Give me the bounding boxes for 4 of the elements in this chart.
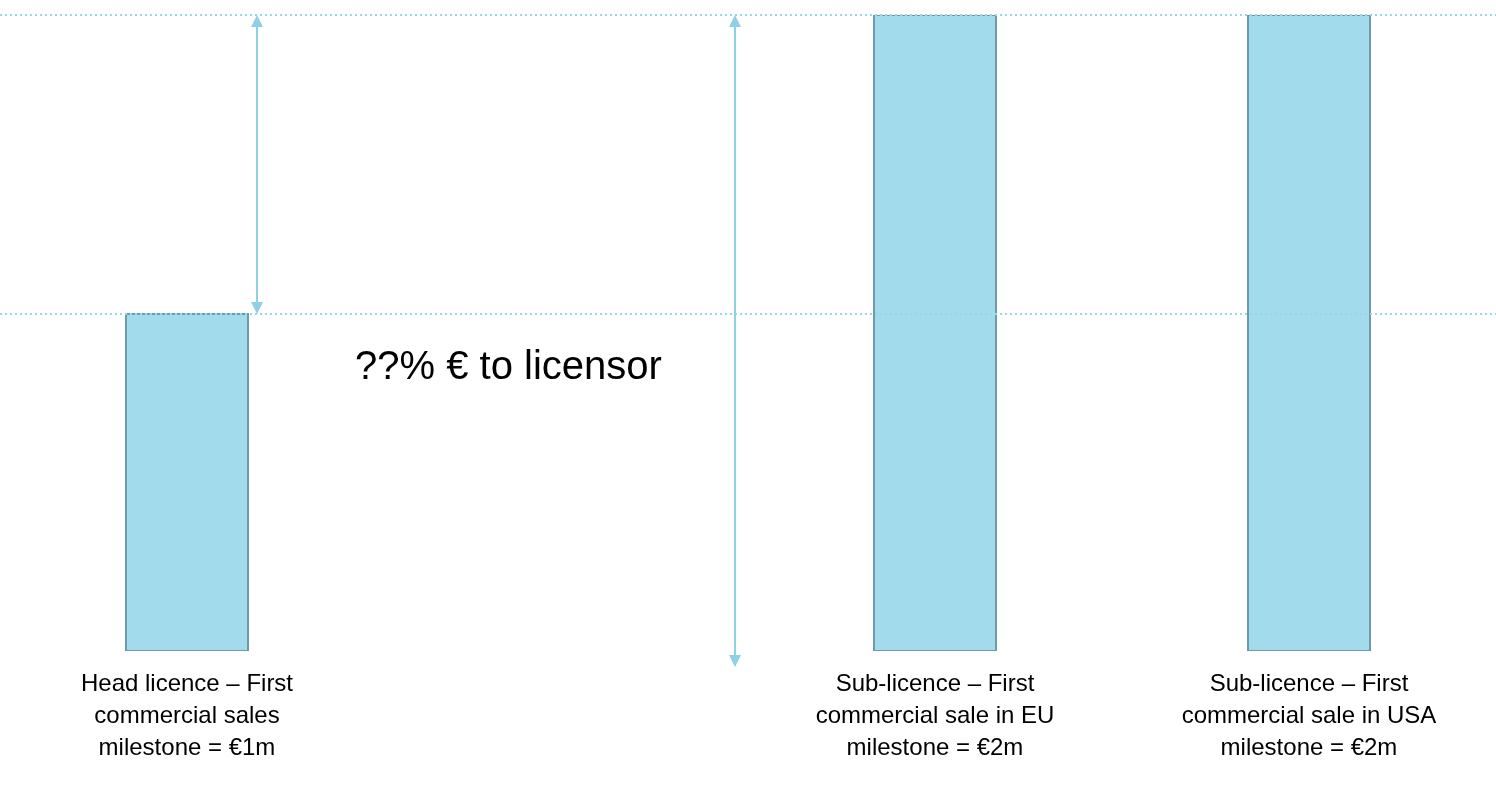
x-tick-label: Sub-licence – First commercial sale in EU milestone = €2m <box>815 669 1055 760</box>
x-tick-label: Sub-licence – First commercial sale in USA milestone = €2m <box>1181 669 1437 760</box>
x-tick-label: Head licence – First commercial sales milestone = €1m <box>80 669 294 760</box>
annotation: ??% € to licensor <box>355 343 662 388</box>
